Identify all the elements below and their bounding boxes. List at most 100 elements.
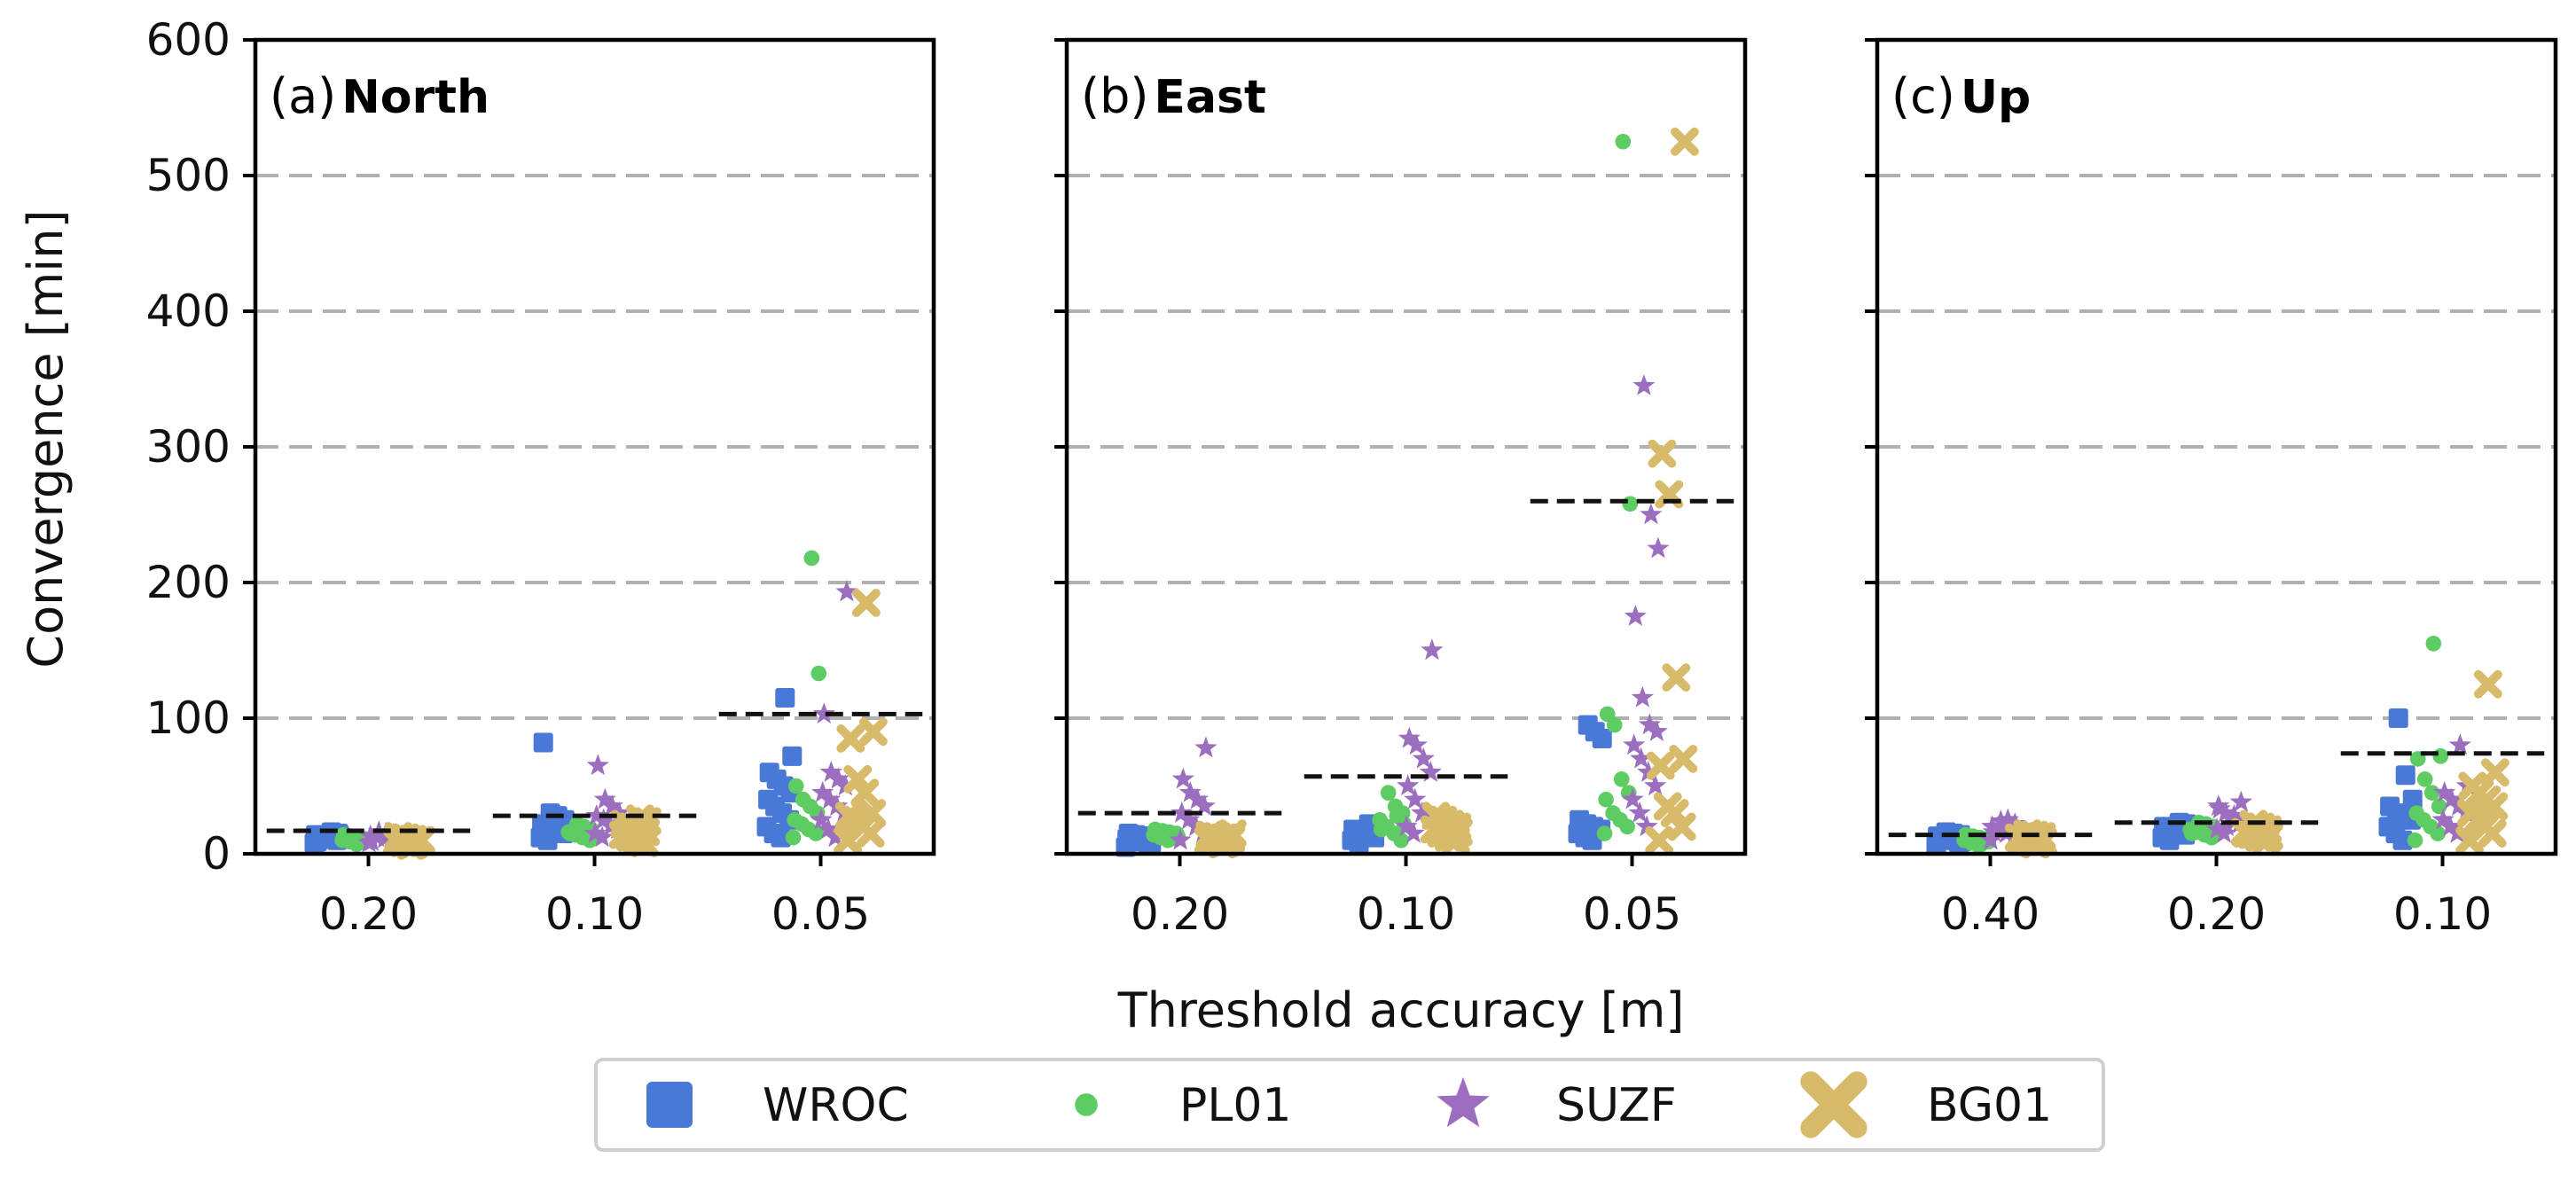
legend-items: WROC PL01 SUZF BG01: [646, 1071, 2052, 1138]
legend-marker-suzf: [1437, 1076, 1490, 1128]
data-point-suzf: [1630, 747, 1653, 769]
data-point-suzf: [1412, 747, 1435, 769]
data-point-pl01: [1380, 785, 1397, 801]
data-point-suzf: [1647, 536, 1670, 559]
data-point-suzf: [2205, 817, 2228, 840]
data-point-bg01: [2480, 758, 2509, 787]
data-point-suzf: [2431, 808, 2455, 830]
data-point-suzf: [811, 780, 834, 802]
data-point-pl01: [1599, 706, 1616, 723]
x-tick-label: 0.05: [771, 888, 870, 940]
data-point-pl01: [810, 665, 827, 682]
data-point-suzf: [1402, 821, 1425, 843]
data-point-wroc: [2402, 789, 2423, 809]
panel-letter: (b): [1081, 68, 1148, 124]
data-point-bg01: [2014, 823, 2043, 852]
data-point-pl01: [2432, 748, 2449, 764]
data-point-suzf: [1989, 809, 2012, 831]
data-point-suzf: [2439, 815, 2462, 837]
y-tick-label: 600: [146, 14, 231, 66]
data-point-suzf: [1637, 761, 1660, 782]
data-point-wroc: [1118, 824, 1139, 844]
data-point-suzf: [1404, 787, 1427, 809]
y-tick-label: 500: [146, 150, 231, 201]
data-point-bg01: [857, 799, 887, 828]
data-point-suzf: [1631, 685, 1654, 708]
panel-title: Up: [1961, 71, 2031, 124]
y-tick-label: 100: [146, 692, 231, 744]
data-point-pl01: [1389, 808, 1405, 824]
data-point-pl01: [2423, 785, 2440, 801]
legend-box: [594, 1058, 2105, 1152]
data-point-pl01: [1155, 825, 1172, 841]
x-tick-label: 0.20: [1131, 888, 1229, 940]
data-point-pl01: [1598, 792, 1614, 808]
data-point-suzf: [592, 808, 615, 830]
legend-item-pl01: PL01: [1075, 1079, 1292, 1132]
data-point-bg01: [834, 802, 864, 831]
data-point-wroc: [775, 688, 795, 708]
data-point-suzf: [826, 767, 850, 789]
data-point-pl01: [2425, 636, 2442, 652]
data-point-suzf: [1171, 801, 1194, 823]
data-point-bg01: [843, 764, 873, 794]
panel-north: 0.20 0.10 0.05 0 100 200 300 400 500 600 (a) North: [146, 14, 936, 940]
data-point-suzf: [1405, 733, 1428, 755]
data-point-suzf: [2433, 780, 2456, 802]
data-point-pl01: [561, 825, 578, 841]
data-point-bg01: [1437, 820, 1466, 849]
data-point-suzf: [1621, 787, 1644, 809]
data-point-pl01: [2407, 832, 2423, 849]
y-tick-label: 0: [202, 828, 231, 880]
data-point-suzf: [812, 702, 835, 724]
data-point-suzf: [1628, 801, 1651, 823]
data-point-pl01: [787, 778, 804, 794]
data-point-wroc: [1570, 809, 1590, 830]
data-point-suzf: [835, 580, 858, 602]
data-point-suzf: [1635, 815, 1658, 837]
data-point-bg01: [1646, 751, 1675, 780]
data-point-bg01: [1648, 439, 1677, 468]
data-point-pl01: [1622, 496, 1639, 512]
data-point-wroc: [2388, 708, 2408, 728]
data-point-pl01: [2183, 825, 2200, 841]
panel-title: East: [1154, 71, 1265, 124]
panel-up: 0.40 0.20 0.10 (c) Up: [1865, 37, 2558, 940]
data-point-suzf: [810, 808, 833, 830]
data-point-suzf: [591, 825, 614, 848]
data-point-pl01: [1605, 805, 1621, 821]
data-point-suzf: [1640, 503, 1663, 525]
data-point-suzf: [585, 804, 608, 825]
data-point-suzf: [824, 825, 847, 848]
data-point-bg01: [850, 778, 880, 808]
data-point-suzf: [1171, 767, 1194, 789]
data-point-suzf: [2208, 797, 2231, 819]
panel-east: 0.20 0.10 0.05 (b) East: [1054, 37, 1748, 940]
data-point-suzf: [1411, 801, 1434, 823]
data-point-suzf: [819, 761, 842, 782]
data-point-bg01: [1669, 744, 1698, 773]
data-point-pl01: [1615, 133, 1632, 150]
x-tick-label: 0.20: [2167, 888, 2266, 940]
data-point-suzf: [2440, 787, 2463, 809]
y-axis-label: Convergence [min]: [18, 209, 74, 668]
data-point-suzf: [1395, 815, 1418, 837]
data-point-suzf: [1193, 794, 1216, 817]
x-tick-label: 0.20: [319, 888, 418, 940]
data-point-wroc: [782, 746, 803, 766]
data-point-suzf: [1194, 736, 1218, 758]
x-tick-label: 0.40: [1941, 888, 2040, 940]
data-point-bg01: [851, 589, 881, 617]
y-tick-label: 300: [146, 421, 231, 473]
x-tick-label: 0.10: [1357, 888, 1455, 940]
legend-label-bg01: BG01: [1927, 1079, 2052, 1132]
legend-marker-bg01: [1800, 1071, 1867, 1138]
legend: WROC PL01 SUZF BG01: [594, 1058, 2105, 1152]
data-point-suzf: [2215, 815, 2238, 837]
data-point-bg01: [1645, 825, 1674, 855]
legend-item-wroc: WROC: [646, 1079, 909, 1132]
data-point-bg01: [836, 724, 865, 753]
data-point-suzf: [600, 794, 623, 817]
data-point-bg01: [625, 804, 654, 833]
data-point-suzf: [1178, 808, 1201, 830]
